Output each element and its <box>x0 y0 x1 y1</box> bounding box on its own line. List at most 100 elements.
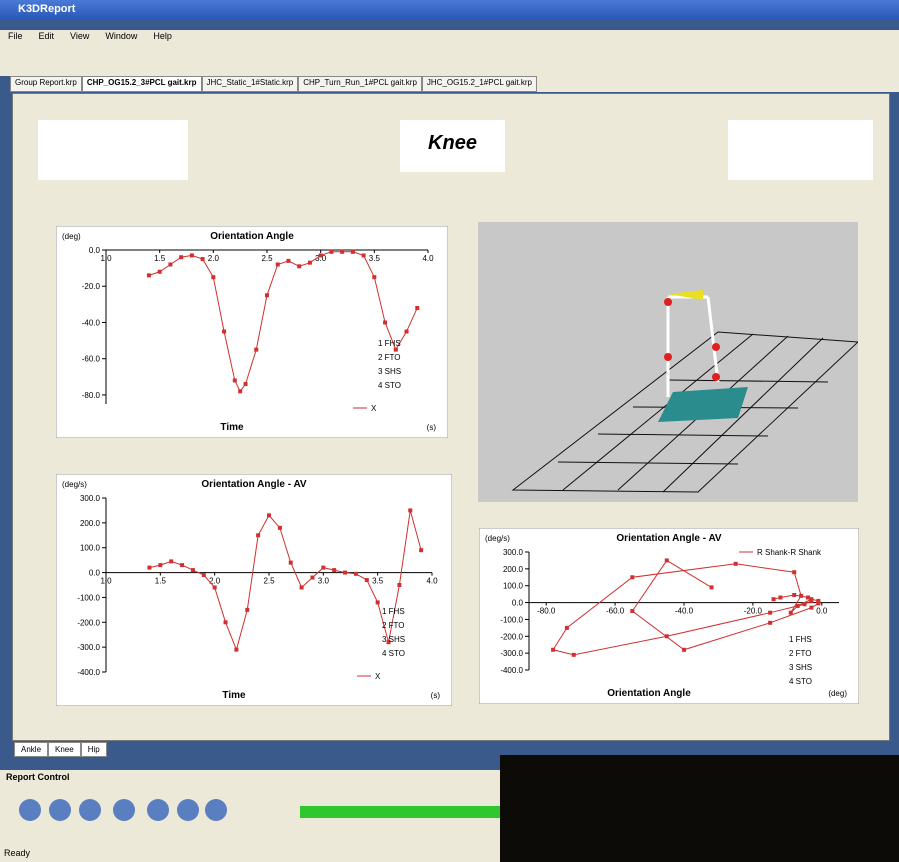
toolbar <box>0 46 899 76</box>
data-point <box>778 596 782 600</box>
x-label: Time <box>220 422 244 433</box>
menu-item[interactable]: Window <box>105 31 137 41</box>
data-point <box>806 596 810 600</box>
data-point <box>191 568 195 572</box>
y-tick-label: 100.0 <box>80 544 101 553</box>
data-point <box>332 568 336 572</box>
data-point <box>665 634 669 638</box>
window-title: K3DReport <box>0 0 899 19</box>
data-point <box>147 273 151 277</box>
y-tick-label: 300.0 <box>80 494 101 503</box>
data-point <box>300 585 304 589</box>
y-tick-label: -20.0 <box>82 282 101 291</box>
y-unit: (deg) <box>62 232 81 241</box>
data-point <box>245 608 249 612</box>
menu-item[interactable]: Edit <box>39 31 55 41</box>
data-point <box>179 255 183 259</box>
y-tick-label: 200.0 <box>80 519 101 528</box>
data-point <box>792 570 796 574</box>
y-tick-label: -400.0 <box>500 666 523 675</box>
data-point <box>372 275 376 279</box>
data-point <box>796 604 800 608</box>
data-point <box>816 601 820 605</box>
data-point <box>289 561 293 565</box>
y-tick-label: -300.0 <box>500 649 523 658</box>
y-tick-label: -100.0 <box>77 593 100 602</box>
data-point <box>340 250 344 254</box>
data-point <box>267 513 271 517</box>
y-tick-label: -40.0 <box>82 318 101 327</box>
chart-title: Orientation Angle - AV <box>201 479 307 490</box>
data-point <box>768 611 772 615</box>
legend-label: X <box>375 672 381 681</box>
menu-item[interactable]: File <box>8 31 23 41</box>
data-point <box>809 597 813 601</box>
event-label: 1 FHS <box>378 339 401 348</box>
data-point <box>376 600 380 604</box>
3d-view <box>478 222 858 502</box>
x-tick-label: 3.5 <box>369 254 381 263</box>
tab[interactable]: CHP_Turn_Run_1#PCL gait.krp <box>298 76 422 92</box>
x-tick-label: 1.5 <box>154 254 166 263</box>
y-tick-label: -100.0 <box>500 615 523 624</box>
report-title: Knee <box>400 120 505 172</box>
report-control-title: Report Control <box>6 772 70 782</box>
sheet-tab[interactable]: Knee <box>48 742 81 757</box>
y-unit: (deg/s) <box>62 480 87 489</box>
data-point <box>354 572 358 576</box>
x-tick-label: 2.0 <box>209 577 221 586</box>
event-label: 3 SHS <box>382 635 405 644</box>
data-point <box>169 559 173 563</box>
tab[interactable]: CHP_OG15.2_3#PCL gait.krp <box>82 76 202 92</box>
data-point <box>734 562 738 566</box>
chart: Orientation Angle - AV(deg/s)Time(s)300.… <box>56 474 452 706</box>
data-point <box>286 259 290 263</box>
y-tick-label: -400.0 <box>77 668 100 677</box>
data-point <box>665 558 669 562</box>
chart-title: Orientation Angle - AV <box>616 533 722 544</box>
data-point <box>224 620 228 624</box>
data-point <box>265 293 269 297</box>
y-tick-label: 0.0 <box>89 246 101 255</box>
data-point <box>351 250 355 254</box>
data-point <box>168 262 172 266</box>
data-point <box>343 571 347 575</box>
y-tick-label: 0.0 <box>89 569 101 578</box>
x-tick-label: -80.0 <box>537 607 556 616</box>
event-label: 2 FTO <box>378 353 401 362</box>
tab[interactable]: JHC_OG15.2_1#PCL gait.krp <box>422 76 537 92</box>
x-tick-label: 2.5 <box>263 577 275 586</box>
sheet-tab[interactable]: Ankle <box>14 742 48 757</box>
x-unit: (s) <box>431 691 441 700</box>
header-box <box>38 120 188 180</box>
x-tick-label: 4.0 <box>422 254 434 263</box>
x-unit: (deg) <box>828 689 847 698</box>
tab[interactable]: Group Report.krp <box>10 76 82 92</box>
x-tick-label: -60.0 <box>606 607 625 616</box>
data-point <box>630 609 634 613</box>
data-point <box>202 573 206 577</box>
x-tick-label: -40.0 <box>675 607 694 616</box>
data-point <box>211 275 215 279</box>
data-point <box>297 264 301 268</box>
chart: Orientation Angle(deg)Time(s)0.0-20.0-40… <box>56 226 448 438</box>
data-point <box>234 648 238 652</box>
chart: Orientation Angle - AV(deg/s)Orientation… <box>479 528 859 704</box>
data-point <box>190 253 194 257</box>
data-point <box>768 621 772 625</box>
data-point <box>772 597 776 601</box>
data-point <box>158 270 162 274</box>
tab[interactable]: JHC_Static_1#Static.krp <box>202 76 299 92</box>
x-tick-label: 0.0 <box>816 607 828 616</box>
menu-item[interactable]: View <box>70 31 89 41</box>
data-point <box>180 563 184 567</box>
video-overlay <box>500 755 899 862</box>
data-point <box>394 348 398 352</box>
data-point <box>710 585 714 589</box>
event-label: 3 SHS <box>378 367 401 376</box>
data-point <box>319 253 323 257</box>
data-point <box>238 389 242 393</box>
menu-item[interactable]: Help <box>153 31 172 41</box>
sheet-tab[interactable]: Hip <box>81 742 107 757</box>
